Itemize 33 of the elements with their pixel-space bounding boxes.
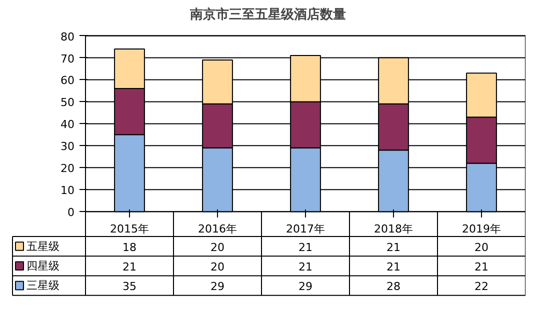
data-label: 29 [210, 280, 224, 294]
data-label: 21 [122, 260, 136, 274]
data-label: 21 [474, 260, 488, 274]
data-label: 20 [210, 240, 224, 254]
x-tick-label: 2018年 [374, 222, 414, 236]
y-tick-label: 30 [60, 140, 75, 154]
legend-label: 五星级 [26, 240, 60, 253]
y-tick-label: 0 [68, 206, 74, 220]
y-tick-label: 40 [60, 118, 75, 132]
x-tick-label: 2015年 [110, 222, 150, 236]
y-tick-label: 50 [60, 96, 75, 110]
x-tick-label: 2019年 [462, 222, 502, 236]
data-label: 18 [122, 240, 136, 254]
data-label: 22 [474, 280, 488, 294]
y-tick-label: 70 [60, 52, 75, 66]
data-label: 28 [386, 280, 400, 294]
data-label: 20 [210, 260, 224, 274]
data-label: 21 [386, 260, 400, 274]
legend-label: 三星级 [26, 279, 60, 292]
y-tick-label: 60 [60, 74, 75, 88]
data-label: 29 [298, 280, 312, 294]
x-tick-label: 2017年 [286, 222, 326, 236]
chart-title: 南京市三至五星级酒店数量 [189, 6, 346, 22]
data-label: 21 [386, 240, 400, 254]
y-tick-label: 80 [60, 30, 75, 44]
legend-label: 四星级 [26, 259, 60, 272]
y-tick-label: 10 [60, 184, 75, 198]
data-label: 21 [298, 240, 312, 254]
y-tick-label: 20 [60, 162, 75, 176]
data-label: 21 [298, 260, 312, 274]
data-label: 20 [474, 240, 488, 254]
x-tick-label: 2016年 [198, 222, 238, 236]
data-label: 35 [122, 280, 136, 294]
